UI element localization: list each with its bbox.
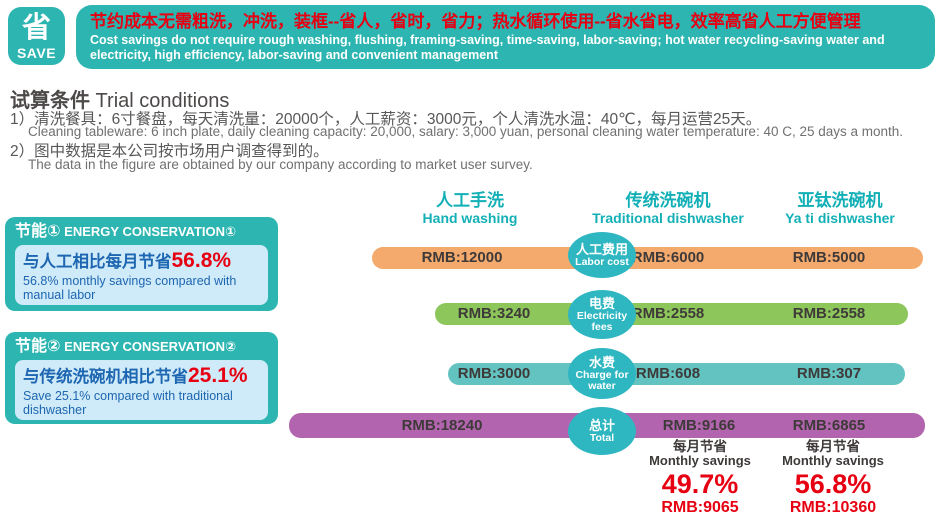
energy-box-2-panel: 与传统洗碗机相比节省25.1% Save 25.1% compared with… — [15, 360, 268, 420]
energy-box-1-panel: 与人工相比每月节省56.8% 56.8% monthly savings com… — [15, 245, 268, 305]
energy-box-1-title-en: ENERGY CONSERVATION① — [60, 224, 237, 239]
savings-1-en: Monthly savings — [649, 453, 751, 468]
labor-cost-yati-value: RMB:5000 — [792, 249, 866, 266]
energy-box-2-line-en: Save 25.1% compared with traditional dis… — [23, 389, 233, 417]
labor-cost-label-en: Labor cost — [575, 256, 629, 268]
save-badge-cn: 省 — [21, 12, 51, 44]
labor-cost-circle-label: 人工费用 Labor cost — [568, 232, 636, 278]
labor-cost-bar — [372, 247, 923, 269]
total-yati-value: RMB:6865 — [792, 417, 866, 434]
savings-1-amount: RMB:9065 — [661, 499, 739, 516]
trial-item2-cn: 2）图中数据是本公司按市场用户调查得到的。 — [10, 143, 329, 160]
water-label-cn: 水费 — [588, 355, 615, 370]
header-title-en: Cost savings do not require rough washin… — [90, 33, 885, 62]
monthly-savings-traditional: 每月节省 Monthly savings 49.7% RMB:9065 — [605, 439, 795, 516]
trial-item2-en: The data in the figure are obtained by o… — [28, 157, 533, 172]
header-banner: 节约成本无需粗洗，冲洗，装框--省人，省时，省力；热水循环使用--省水省电，效率… — [76, 5, 935, 69]
energy-conservation-box-2: 节能② ENERGY CONSERVATION② 与传统洗碗机相比节省25.1%… — [5, 332, 278, 424]
savings-2-cn: 每月节省 — [806, 439, 860, 454]
trial-heading-cn: 试算条件 — [10, 90, 90, 112]
energy-box-2-title: 节能② ENERGY CONSERVATION② — [15, 338, 268, 356]
monthly-savings-yati: 每月节省 Monthly savings 56.8% RMB:10360 — [738, 439, 928, 516]
savings-2-en: Monthly savings — [782, 453, 884, 468]
water-yati-value: RMB:307 — [796, 365, 862, 382]
electricity-hand-washing-value: RMB:3240 — [457, 305, 531, 322]
trial-heading-en: Trial conditions — [90, 90, 230, 112]
column-header-2-cn: 传统洗碗机 — [625, 191, 711, 210]
electricity-fees-circle-label: 电费 Electricity fees — [568, 290, 636, 339]
electricity-fees-bar — [435, 303, 908, 325]
labor-cost-traditional-value: RMB:6000 — [631, 249, 705, 266]
total-hand-washing-value: RMB:18240 — [401, 417, 483, 434]
column-header-2-en: Traditional dishwasher — [592, 210, 744, 226]
total-traditional-value: RMB:9166 — [662, 417, 736, 434]
water-hand-washing-value: RMB:3000 — [457, 365, 531, 382]
savings-1-percent: 49.7% — [661, 469, 739, 499]
energy-box-1-line: 与人工相比每月节省56.8% — [23, 248, 260, 273]
labor-cost-hand-washing-value: RMB:12000 — [421, 249, 503, 266]
trial-conditions-heading: 试算条件 Trial conditions — [10, 84, 229, 113]
energy-box-1-percent: 56.8% — [171, 249, 232, 272]
energy-conservation-box-1: 节能① ENERGY CONSERVATION① 与人工相比每月节省56.8% … — [5, 217, 278, 311]
header-title-cn: 节约成本无需粗洗，冲洗，装框--省人，省时，省力；热水循环使用--省水省电，效率… — [90, 12, 861, 31]
total-label-cn: 总计 — [588, 418, 615, 433]
savings-2-amount: RMB:10360 — [789, 499, 877, 516]
water-label-en: Charge for water — [575, 369, 629, 392]
trial-item1-en: Cleaning tableware: 6 inch plate, daily … — [28, 124, 904, 139]
total-circle-label: 总计 Total — [568, 407, 636, 455]
electricity-yati-value: RMB:2558 — [792, 305, 866, 322]
electricity-traditional-value: RMB:2558 — [631, 305, 705, 322]
water-charge-bar — [448, 363, 905, 385]
energy-box-2-line: 与传统洗碗机相比节省25.1% — [23, 363, 260, 388]
energy-box-2-line-cn: 与传统洗碗机相比节省 — [23, 368, 188, 386]
labor-cost-label-cn: 人工费用 — [575, 242, 628, 257]
energy-box-1-line-en: 56.8% monthly savings compared with manu… — [23, 274, 237, 302]
column-header-1-en: Hand washing — [422, 210, 518, 226]
column-header-hand-washing: 人工手洗 Hand washing — [423, 191, 518, 227]
energy-box-1-title: 节能① ENERGY CONSERVATION① — [15, 223, 268, 241]
energy-box-1-line-cn: 与人工相比每月节省 — [23, 253, 172, 271]
electricity-label-cn: 电费 — [588, 296, 615, 311]
column-header-1-cn: 人工手洗 — [436, 191, 504, 210]
column-header-3-cn: 亚钛洗碗机 — [797, 191, 883, 210]
energy-box-2-percent: 25.1% — [188, 364, 248, 387]
energy-box-2-title-cn: 节能② — [15, 338, 61, 355]
energy-box-2-title-en: ENERGY CONSERVATION② — [60, 339, 237, 354]
total-label-en: Total — [589, 432, 615, 444]
electricity-label-en: Electricity fees — [576, 310, 628, 333]
column-header-3-en: Ya ti dishwasher — [785, 210, 895, 226]
column-header-yati-dishwasher: 亚钛洗碗机 Ya ti dishwasher — [785, 191, 895, 227]
trial-item1-cn: 1）清洗餐具：6寸餐盘，每天清洗量：20000个，人工薪资：3000元，个人清洗… — [10, 111, 762, 128]
savings-2-percent: 56.8% — [794, 469, 872, 499]
column-header-traditional-dishwasher: 传统洗碗机 Traditional dishwasher — [592, 191, 744, 227]
savings-1-cn: 每月节省 — [673, 439, 727, 454]
energy-box-1-title-cn: 节能① — [15, 223, 61, 240]
save-badge-en: SAVE — [16, 45, 57, 61]
water-traditional-value: RMB:608 — [635, 365, 701, 382]
save-badge: 省 SAVE — [8, 7, 65, 65]
water-charge-circle-label: 水费 Charge for water — [568, 348, 636, 399]
